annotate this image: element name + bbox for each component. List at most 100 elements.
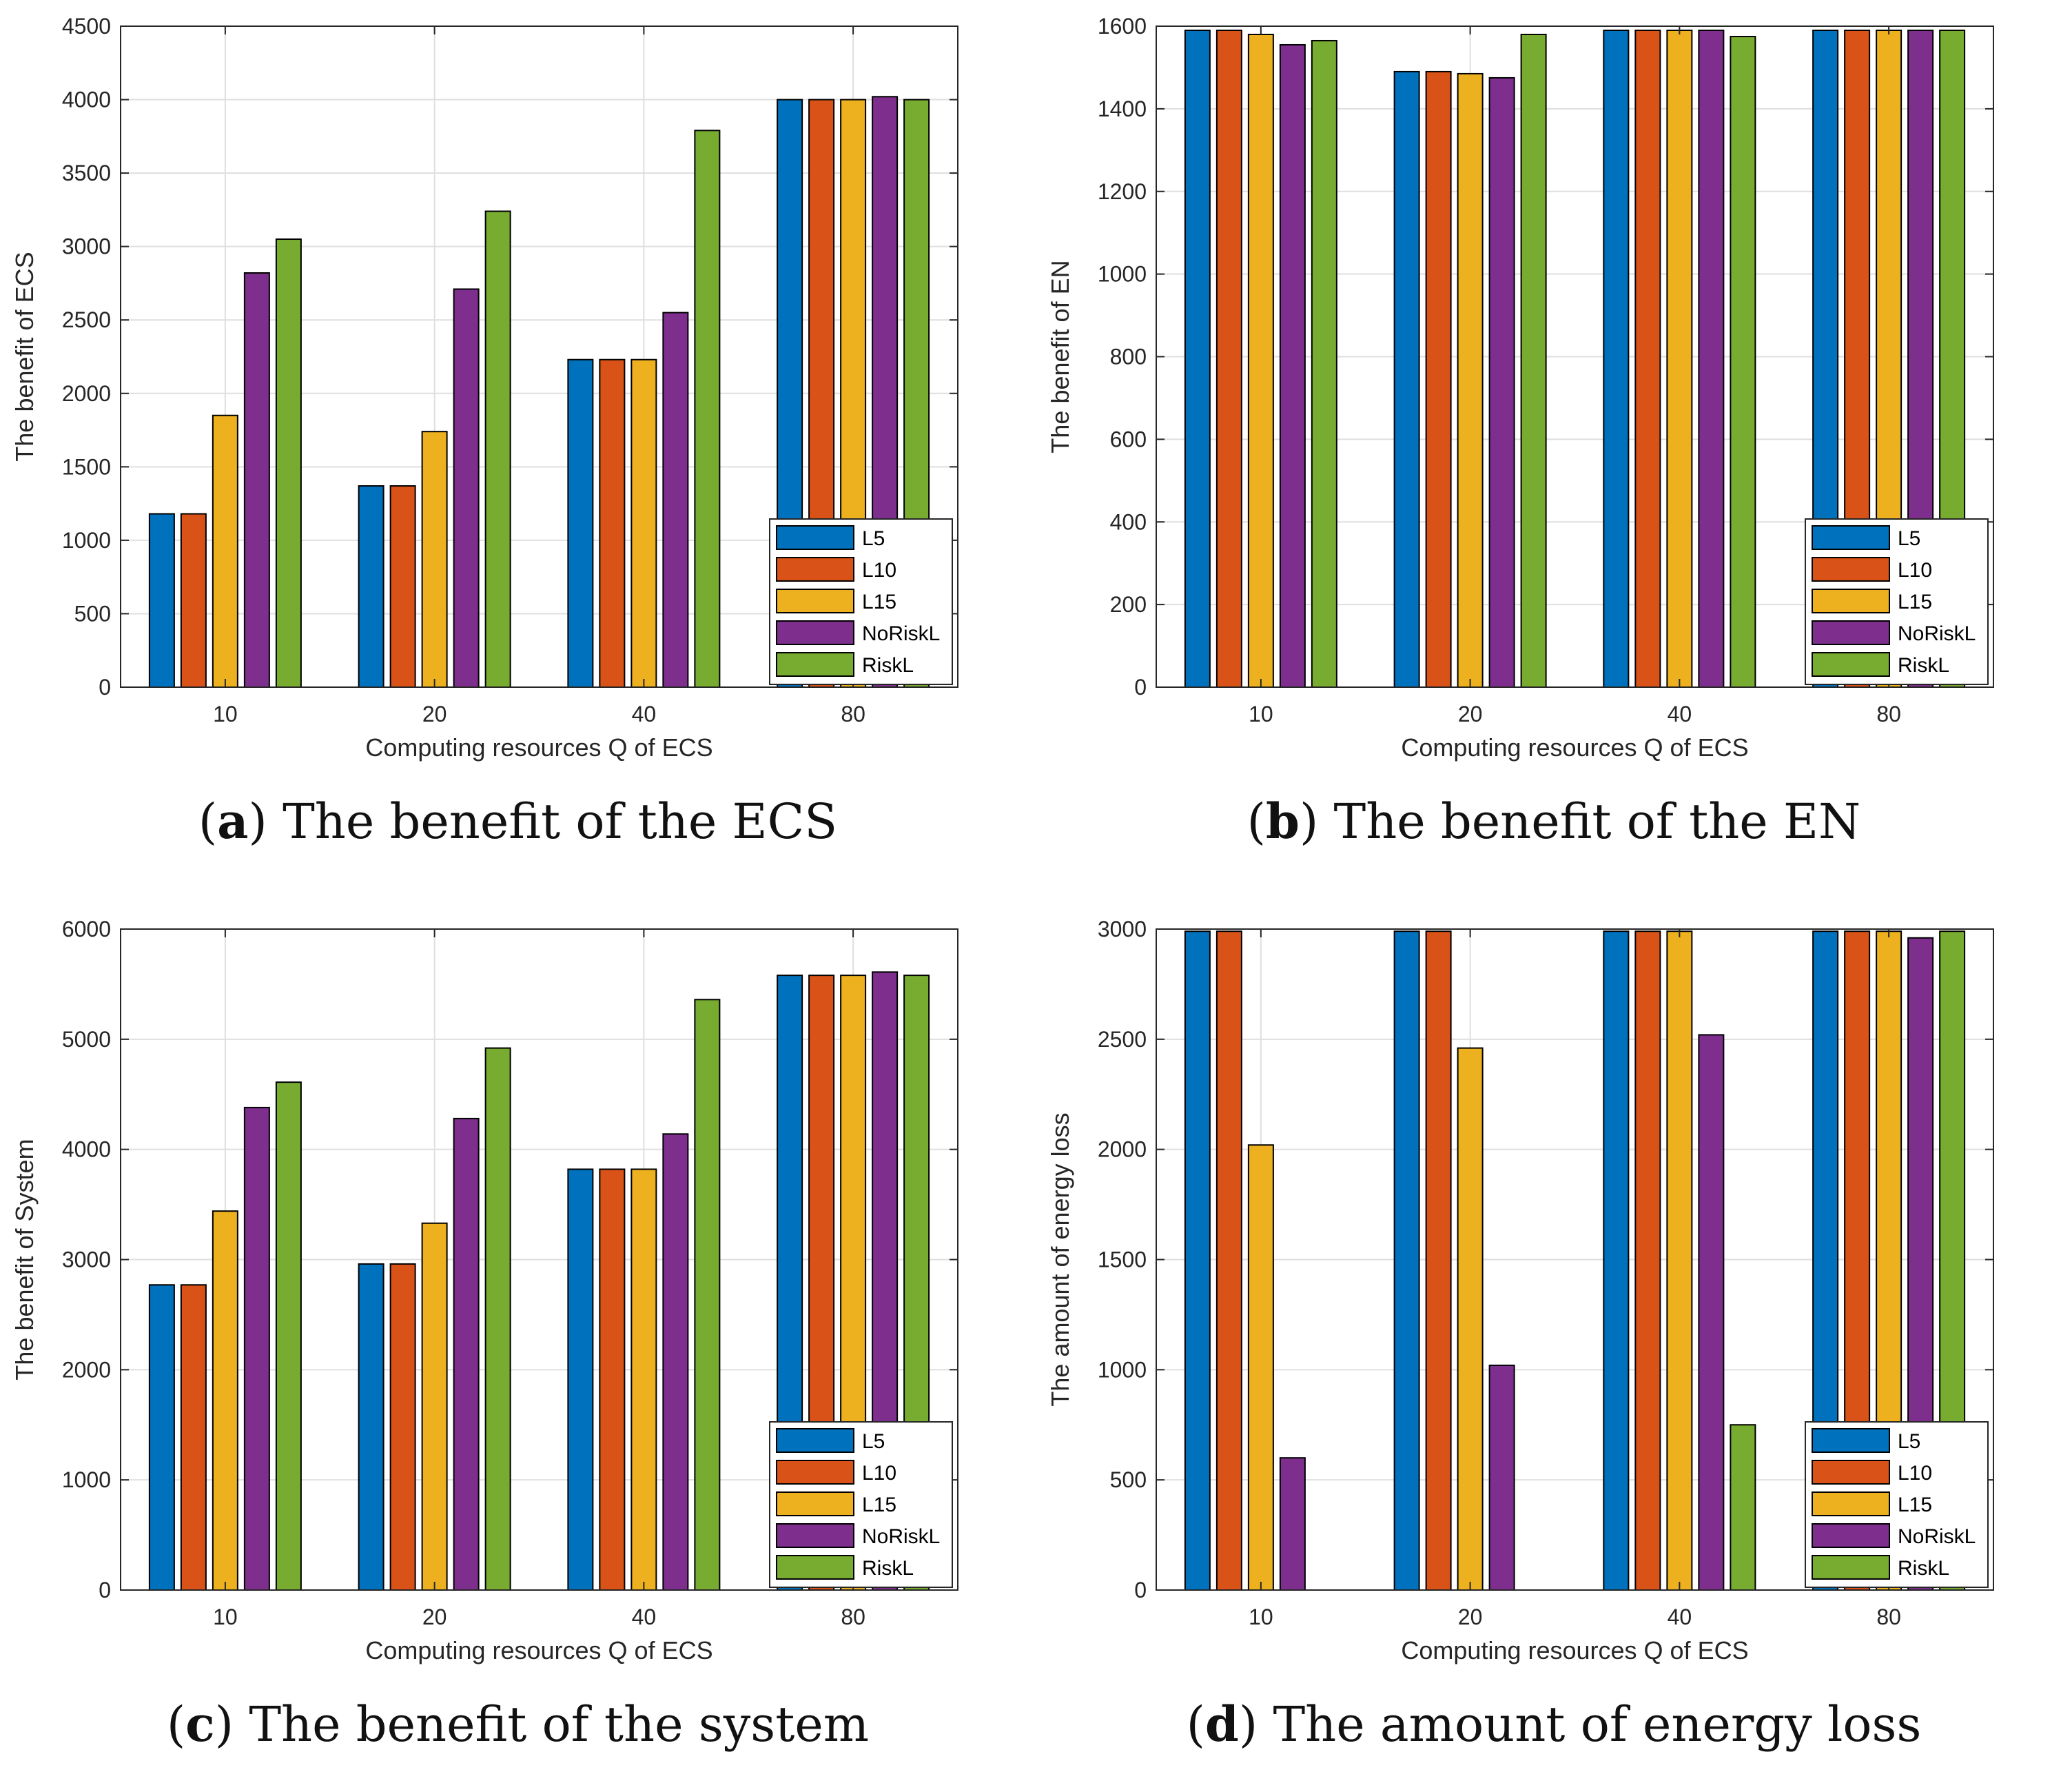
- bar-L15-10: [1247, 1144, 1274, 1591]
- y-axis-label: The benefit of System: [10, 1139, 39, 1380]
- legend-swatch-NoRiskL: [776, 1523, 854, 1548]
- y-tick-label: 200: [1110, 592, 1147, 617]
- bar-L5-10: [148, 513, 175, 688]
- bar-RiskL-10: [275, 1081, 302, 1591]
- x-axis-label: Computing resources Q of ECS: [365, 733, 712, 762]
- legend-label-L10: L10: [862, 1462, 896, 1485]
- y-tick-label: 800: [1110, 345, 1147, 369]
- caption-letter-c: c: [185, 1695, 215, 1753]
- bar-L5-40: [567, 358, 594, 688]
- legend-swatch-L5: [776, 1428, 854, 1453]
- caption-text-d: The amount of energy loss: [1273, 1696, 1922, 1753]
- legend-label-L10: L10: [862, 559, 896, 582]
- bar-L5-20: [1393, 70, 1420, 688]
- x-tick-label: 10: [1249, 1605, 1273, 1629]
- bar-L15-40: [630, 1168, 657, 1591]
- bar-L10-10: [1215, 930, 1242, 1591]
- legend: L5 L10 L15 NoRiskL RiskL: [1805, 518, 1989, 685]
- y-tick-label: 400: [1110, 509, 1147, 534]
- bar-RiskL-40: [694, 130, 721, 688]
- caption-b: (b) The benefit of the EN: [1247, 793, 1861, 850]
- y-tick-label: 4500: [62, 14, 111, 39]
- bar-L10-40: [1634, 930, 1661, 1591]
- bar-L10-40: [599, 1168, 626, 1591]
- bar-NoRiskL-20: [453, 288, 480, 689]
- bar-RiskL-20: [1520, 33, 1547, 689]
- x-tick-label: 80: [841, 1605, 865, 1629]
- bar-L15-20: [421, 1222, 448, 1591]
- legend-label-L15: L15: [862, 1494, 896, 1516]
- legend-swatch-RiskL: [776, 652, 854, 677]
- x-tick-label: 40: [1668, 702, 1692, 726]
- bar-NoRiskL-40: [1698, 29, 1725, 688]
- y-tick-label: 3000: [1098, 917, 1147, 941]
- legend-swatch-RiskL: [1812, 1555, 1890, 1580]
- legend-label-L10: L10: [1898, 559, 1932, 582]
- x-tick-label: 40: [632, 1605, 657, 1629]
- chart-d: 0 500 1000 1500 2000 2500 3000 10 20 40 80 Computin…: [1046, 917, 1994, 1664]
- bar-RiskL-40: [1730, 1424, 1756, 1591]
- bar-L5-20: [1393, 930, 1420, 1591]
- legend-swatch-L5: [1812, 525, 1890, 550]
- bar-L10-40: [1634, 29, 1661, 688]
- bar-L5-10: [148, 1284, 175, 1591]
- legend-label-NoRiskL: NoRiskL: [1898, 622, 1976, 645]
- bar-L15-40: [1666, 29, 1693, 688]
- y-tick-label: 1200: [1098, 179, 1147, 204]
- panel-c: 0 1000 2000 3000 4000 5000 6000 10 20 40 80 Computi…: [0, 903, 1036, 1772]
- y-tick-label: 1500: [1098, 1247, 1147, 1272]
- x-tick-label: 20: [422, 702, 447, 726]
- legend-label-L15: L15: [862, 591, 896, 613]
- bar-L5-10: [1184, 29, 1211, 688]
- x-tick-label: 10: [213, 702, 238, 726]
- y-tick-label: 1600: [1098, 14, 1147, 39]
- y-tick-label: 4000: [62, 1137, 111, 1162]
- bar-L15-20: [1457, 1047, 1484, 1591]
- bar-NoRiskL-40: [662, 1133, 689, 1591]
- legend-label-L5: L5: [1898, 527, 1920, 550]
- bar-L10-10: [180, 1284, 207, 1591]
- x-tick-label: 10: [1249, 702, 1273, 726]
- bar-NoRiskL-20: [453, 1117, 480, 1591]
- legend-swatch-L15: [1812, 589, 1890, 613]
- x-tick-label: 80: [1876, 1605, 1901, 1629]
- legend-label-L10: L10: [1898, 1462, 1932, 1485]
- y-tick-label: 6000: [62, 917, 111, 941]
- y-tick-label: 500: [1110, 1467, 1147, 1492]
- legend-swatch-NoRiskL: [1812, 1523, 1890, 1548]
- bar-L15-20: [421, 431, 448, 688]
- caption-text-b: The benefit of the EN: [1333, 793, 1861, 850]
- bar-L5-20: [358, 485, 384, 688]
- y-tick-label: 3000: [62, 234, 111, 259]
- bar-L10-20: [389, 485, 416, 688]
- y-tick-label: 500: [74, 601, 111, 626]
- bar-NoRiskL-10: [1279, 1457, 1306, 1591]
- caption-letter-a: a: [217, 793, 249, 850]
- legend-label-NoRiskL: NoRiskL: [862, 1525, 940, 1548]
- y-tick-label: 1000: [1098, 262, 1147, 287]
- legend-label-RiskL: RiskL: [862, 1557, 914, 1580]
- y-tick-label: 1000: [62, 1467, 111, 1492]
- legend-label-RiskL: RiskL: [1898, 1557, 1949, 1580]
- y-axis-label: The amount of energy loss: [1046, 1112, 1074, 1406]
- x-tick-label: 40: [632, 702, 657, 726]
- legend-label-L15: L15: [1898, 1494, 1932, 1516]
- caption-a: (a) The benefit of the ECS: [198, 793, 838, 850]
- x-tick-label: 20: [1458, 1605, 1483, 1629]
- x-tick-label: 40: [1668, 1605, 1692, 1629]
- legend-swatch-NoRiskL: [1812, 620, 1890, 645]
- legend-swatch-L10: [1812, 1460, 1890, 1485]
- legend-swatch-L10: [1812, 557, 1890, 582]
- y-tick-label: 0: [99, 675, 111, 700]
- bar-L15-40: [630, 358, 657, 688]
- y-tick-label: 0: [1134, 1578, 1147, 1602]
- bar-RiskL-10: [1311, 39, 1337, 688]
- legend-label-NoRiskL: NoRiskL: [1898, 1525, 1976, 1548]
- y-tick-label: 1000: [1098, 1357, 1147, 1382]
- bar-RiskL-10: [275, 238, 302, 688]
- y-tick-label: 1000: [62, 528, 111, 553]
- x-tick-label: 80: [1876, 702, 1901, 726]
- y-tick-label: 3500: [62, 161, 111, 185]
- caption-text-a: The benefit of the ECS: [283, 793, 838, 850]
- legend-label-RiskL: RiskL: [862, 654, 914, 677]
